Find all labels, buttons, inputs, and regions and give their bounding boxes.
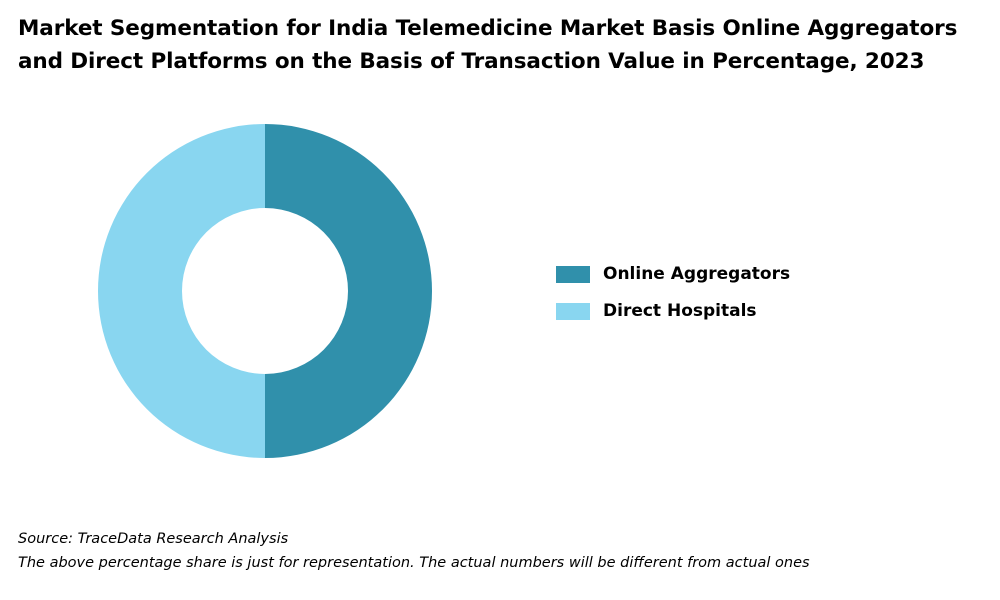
chart-title: Market Segmentation for India Telemedici…	[18, 12, 978, 78]
legend-item-online-aggregators: Online Aggregators	[556, 262, 790, 286]
donut-slice-online-aggregators	[265, 124, 432, 458]
legend-label-direct-hospitals: Direct Hospitals	[603, 301, 757, 321]
legend-label-online-aggregators: Online Aggregators	[603, 264, 791, 284]
source-note: Source: TraceData Research Analysis	[18, 531, 289, 547]
chart-footer: Source: TraceData Research Analysis The …	[18, 527, 810, 575]
disclaimer-note: The above percentage share is just for r…	[18, 555, 810, 571]
chart-legend: Online Aggregators Direct Hospitals	[556, 262, 790, 336]
chart-title-line-2: and Direct Platforms on the Basis of Tra…	[18, 49, 925, 74]
chart-title-line-1: Market Segmentation for India Telemedici…	[18, 16, 958, 41]
legend-swatch-direct-hospitals	[556, 302, 590, 320]
donut-slice-direct-hospitals	[98, 124, 265, 458]
legend-item-direct-hospitals: Direct Hospitals	[556, 299, 790, 323]
legend-swatch-online-aggregators	[556, 265, 590, 283]
